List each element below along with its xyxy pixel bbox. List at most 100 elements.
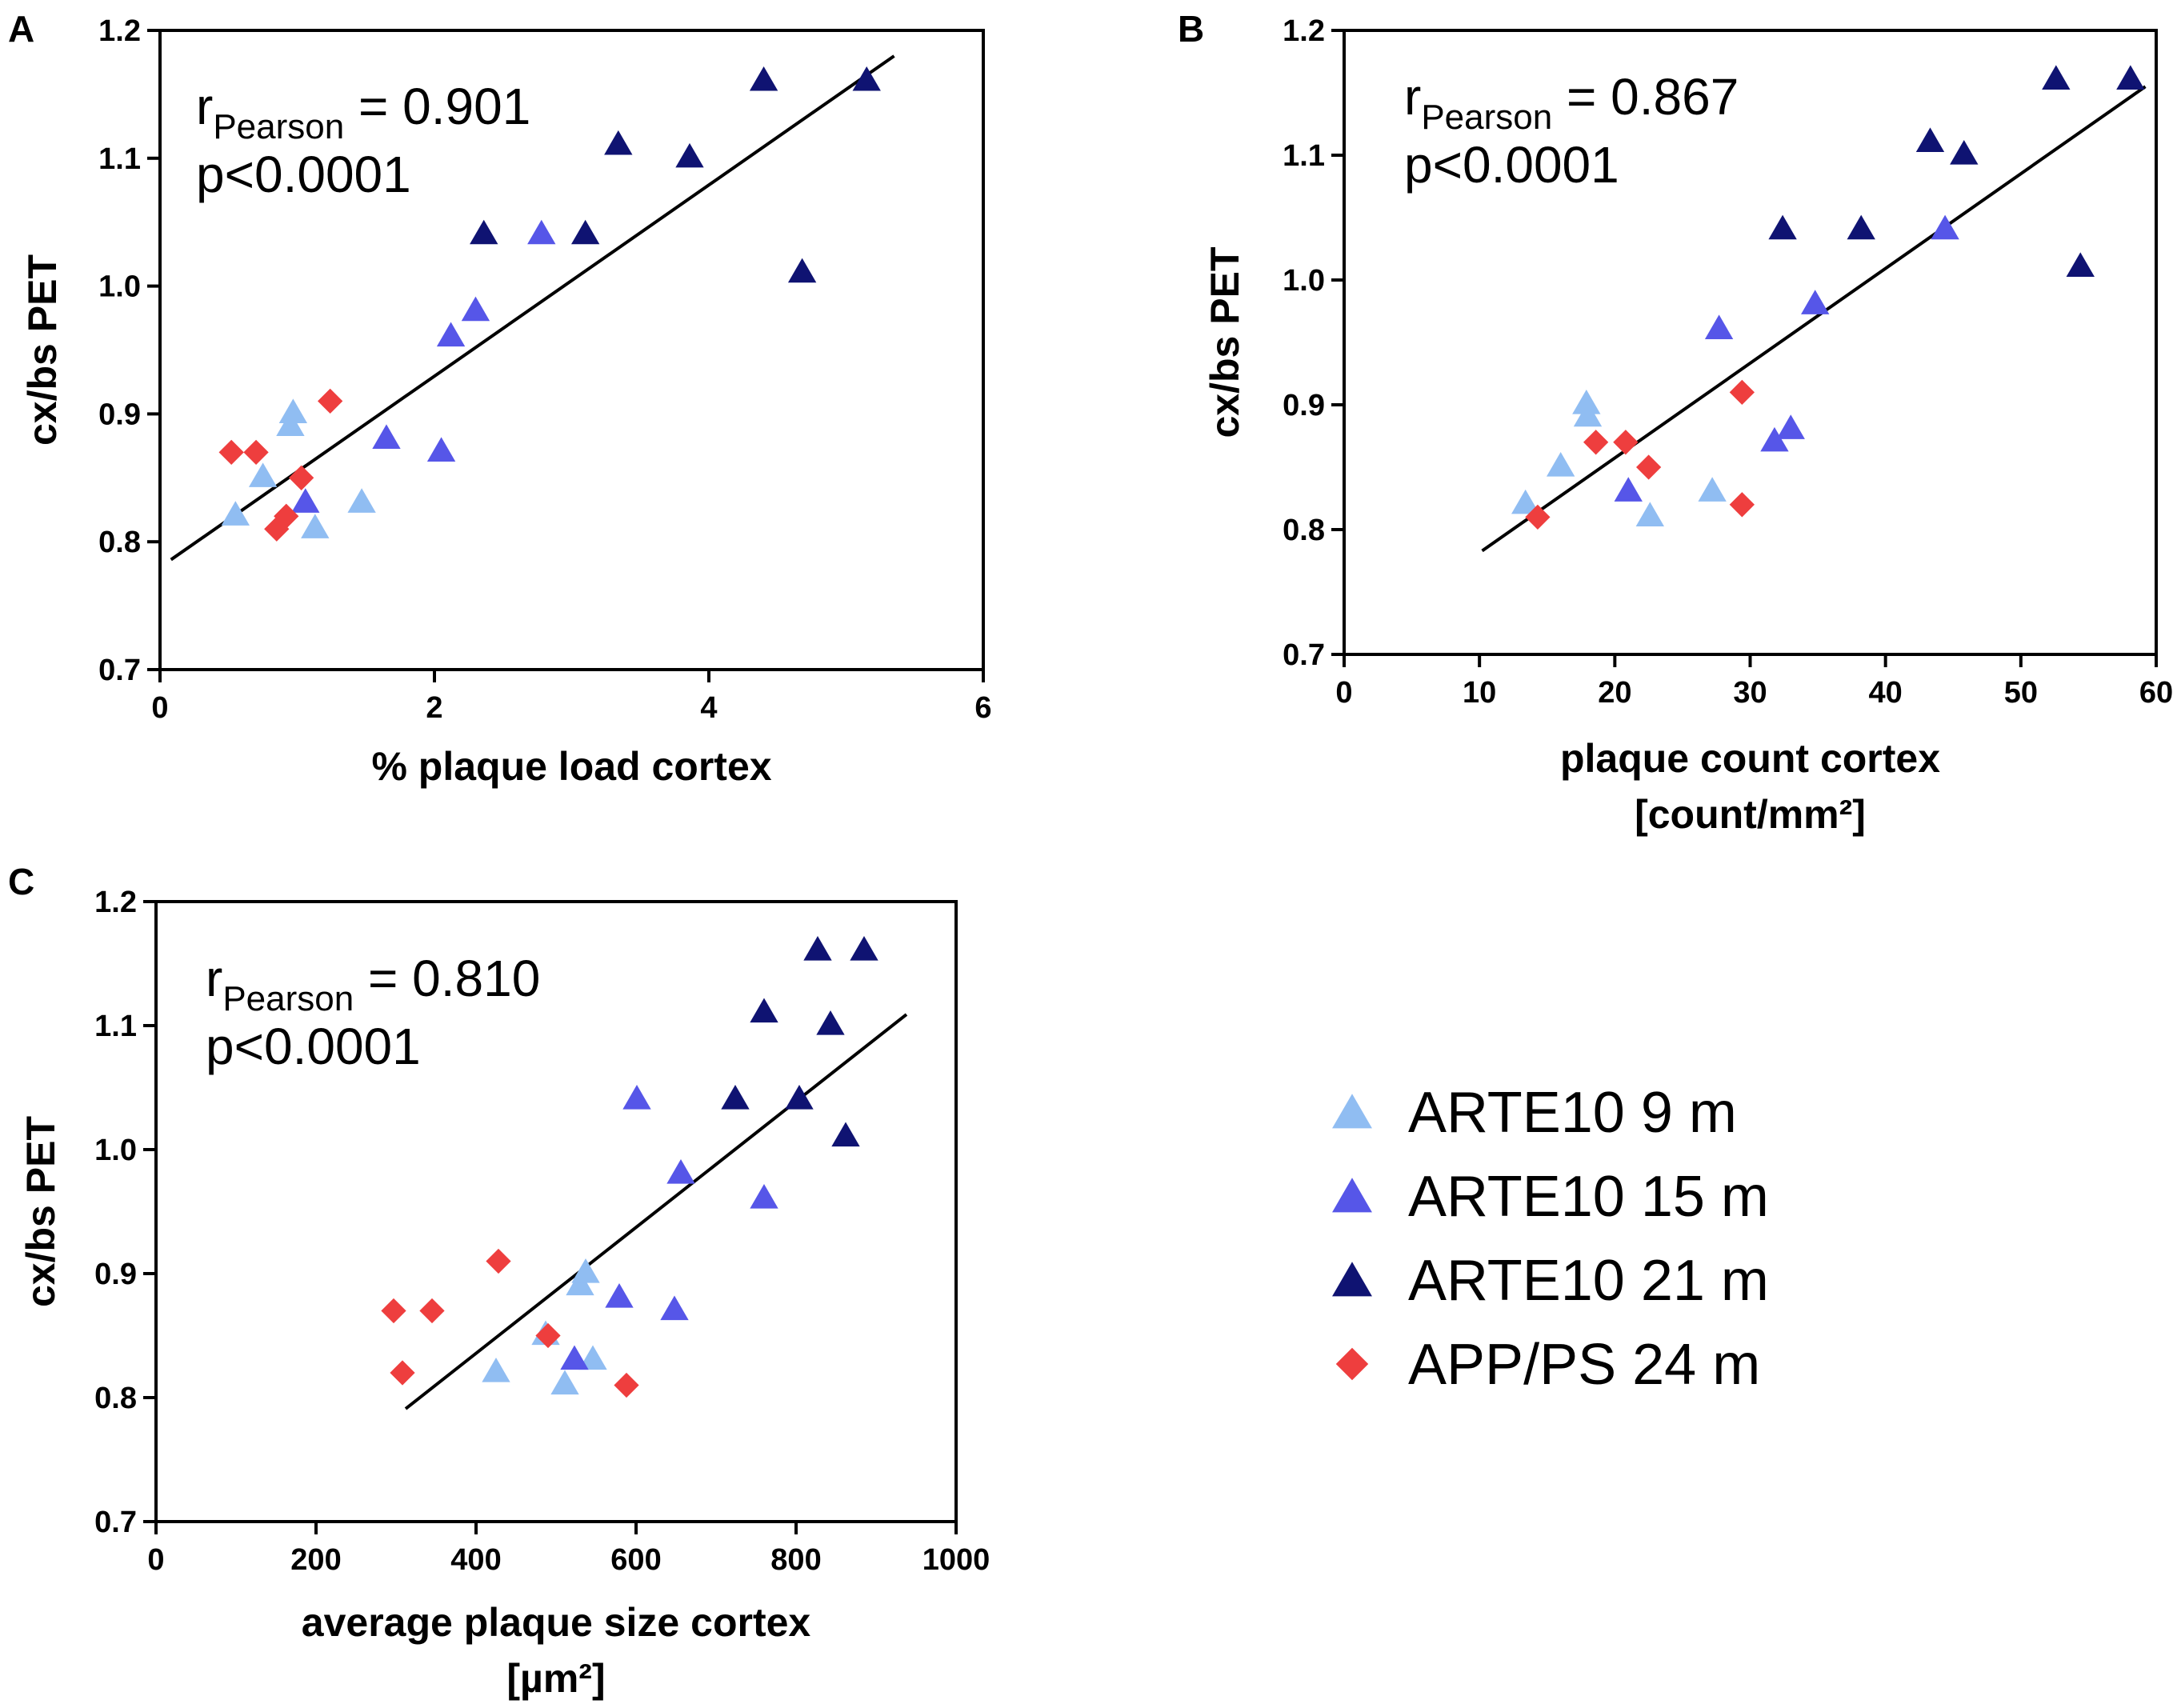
y-tick-label: 0.9 xyxy=(94,1258,137,1291)
p-value-annotation: p<0.0001 xyxy=(206,1018,421,1075)
x-tick-label: 1000 xyxy=(922,1543,990,1577)
data-point-arte10_15m xyxy=(1760,426,1789,452)
p-value-annotation: p<0.0001 xyxy=(1404,136,1619,194)
y-tick-label: 1.0 xyxy=(1283,264,1325,298)
pearson-r-annotation: rPearson = 0.901 xyxy=(196,78,530,146)
y-tick-label: 0.9 xyxy=(98,398,141,431)
data-point-app_ps_24m xyxy=(381,1298,406,1324)
data-point-app_ps_24m xyxy=(318,388,343,414)
data-point-arte10_21m xyxy=(749,66,778,91)
legend-marker-arte10_9m xyxy=(1332,1094,1372,1129)
data-point-arte10_21m xyxy=(831,1122,860,1147)
pearson-subscript: Pearson xyxy=(213,107,344,146)
y-tick-label: 0.7 xyxy=(94,1506,137,1539)
x-axis-label: [count/mm²] xyxy=(1635,792,1866,837)
legend: ARTE10 9 m ARTE10 15 m ARTE10 21 m APP/PS 2… xyxy=(1332,1081,1769,1397)
data-point-arte10_21m xyxy=(850,936,878,961)
legend-label: ARTE10 15 m xyxy=(1408,1165,1769,1229)
plot-frame xyxy=(154,900,958,1523)
legend-marker-arte10_21m xyxy=(1332,1262,1372,1297)
y-axis-label: cx/bs PET xyxy=(1203,247,1247,438)
panel-letter: C xyxy=(8,861,34,902)
y-axis-label: cx/bs PET xyxy=(20,254,65,446)
y-tick-label: 1.0 xyxy=(94,1134,137,1167)
x-tick-label: 4 xyxy=(700,691,717,725)
y-tick-label: 1.2 xyxy=(98,14,141,48)
legend-marker-arte10_15m xyxy=(1332,1178,1372,1213)
x-tick-label: 50 xyxy=(2004,676,2038,710)
data-point-arte10_9m xyxy=(1511,489,1540,514)
data-point-arte10_9m xyxy=(566,1270,594,1296)
data-point-arte10_21m xyxy=(852,66,881,91)
data-point-app_ps_24m xyxy=(486,1248,511,1274)
x-tick-label: 40 xyxy=(1869,676,1903,710)
pearson-r-annotation: rPearson = 0.867 xyxy=(1404,68,1739,137)
pearson-r-value: = 0.810 xyxy=(354,950,540,1007)
data-point-app_ps_24m xyxy=(274,503,299,529)
data-point-arte10_9m xyxy=(482,1358,510,1382)
regression-line xyxy=(1481,85,2147,553)
x-tick-label: 800 xyxy=(770,1543,821,1577)
data-point-arte10_15m xyxy=(1931,214,1959,240)
regression-line xyxy=(404,1013,908,1410)
chart-panel-b: B 0.7 0.8 0.9 1.0 1.1 1.2 0 10 20 30 40 50 60 cx/bs PE… xyxy=(1178,8,2173,837)
y-tick-label: 0.8 xyxy=(1283,514,1325,547)
x-tick-label: 400 xyxy=(450,1543,501,1577)
x-axis-label: % plaque load cortex xyxy=(371,744,771,789)
data-point-arte10_9m xyxy=(550,1370,579,1395)
data-point-arte10_9m xyxy=(248,462,278,487)
x-tick-label: 30 xyxy=(1733,676,1767,710)
data-point-arte10_15m xyxy=(461,296,490,322)
data-point-app_ps_24m xyxy=(419,1298,445,1324)
y-axis-label: cx/bs PET xyxy=(18,1116,63,1307)
legend-label: ARTE10 21 m xyxy=(1408,1249,1769,1313)
pearson-r-symbol: r xyxy=(1404,68,1421,126)
x-tick-label: 20 xyxy=(1598,676,1631,710)
pearson-r-symbol: r xyxy=(196,78,213,135)
x-tick-label: 10 xyxy=(1463,676,1496,710)
y-tick-label: 0.8 xyxy=(98,526,141,559)
data-point-arte10_15m xyxy=(560,1345,589,1370)
plot-frame xyxy=(158,29,985,671)
legend-label: ARTE10 9 m xyxy=(1408,1081,1737,1145)
data-point-arte10_9m xyxy=(276,411,305,437)
x-axis-label: [µm²] xyxy=(506,1656,605,1701)
y-tick-label: 0.9 xyxy=(1283,389,1325,422)
data-point-arte10_9m xyxy=(571,1258,600,1283)
y-tick-label: 1.1 xyxy=(1283,139,1325,173)
data-point-arte10_21m xyxy=(750,998,778,1023)
data-point-arte10_21m xyxy=(2116,65,2145,90)
data-point-arte10_15m xyxy=(660,1295,689,1321)
data-point-arte10_21m xyxy=(721,1085,750,1110)
data-point-arte10_15m xyxy=(1776,414,1805,439)
data-point-arte10_21m xyxy=(1768,214,1797,240)
x-tick-label: 2 xyxy=(426,691,442,725)
data-point-app_ps_24m xyxy=(289,465,314,490)
pearson-subscript: Pearson xyxy=(222,979,354,1018)
data-point-arte10_15m xyxy=(527,219,556,245)
panel-letter: B xyxy=(1178,8,1204,50)
data-point-arte10_21m xyxy=(470,219,498,245)
x-tick-label: 0 xyxy=(151,691,168,725)
x-tick-label: 60 xyxy=(2139,676,2173,710)
x-tick-label: 6 xyxy=(974,691,991,725)
data-point-arte10_15m xyxy=(666,1159,695,1184)
data-point-arte10_21m xyxy=(803,936,832,961)
data-point-arte10_9m xyxy=(1573,402,1603,427)
data-point-app_ps_24m xyxy=(390,1360,415,1386)
p-value-annotation: p<0.0001 xyxy=(196,146,411,203)
chart-panel-c: C 0.7 0.8 0.9 1.0 1.1 1.2 0 200 400 600 800 1000 cx/b… xyxy=(8,861,990,1701)
data-point-app_ps_24m xyxy=(535,1322,561,1349)
data-point-arte10_15m xyxy=(605,1283,634,1308)
x-axis-label: plaque count cortex xyxy=(1560,736,1940,781)
data-point-arte10_9m xyxy=(301,514,330,538)
data-point-arte10_21m xyxy=(2066,252,2095,278)
data-point-arte10_21m xyxy=(816,1010,845,1035)
data-point-arte10_21m xyxy=(570,219,600,245)
y-tick-label: 1.1 xyxy=(98,142,141,176)
pearson-subscript: Pearson xyxy=(1421,98,1552,137)
chart-panel-a: A 0.7 0.8 0.9 1.0 1.1 1.2 0 2 4 6 cx/bs PET % plaque… xyxy=(8,8,992,789)
data-point-arte10_15m xyxy=(1704,314,1734,340)
y-tick-label: 0.7 xyxy=(98,654,141,687)
